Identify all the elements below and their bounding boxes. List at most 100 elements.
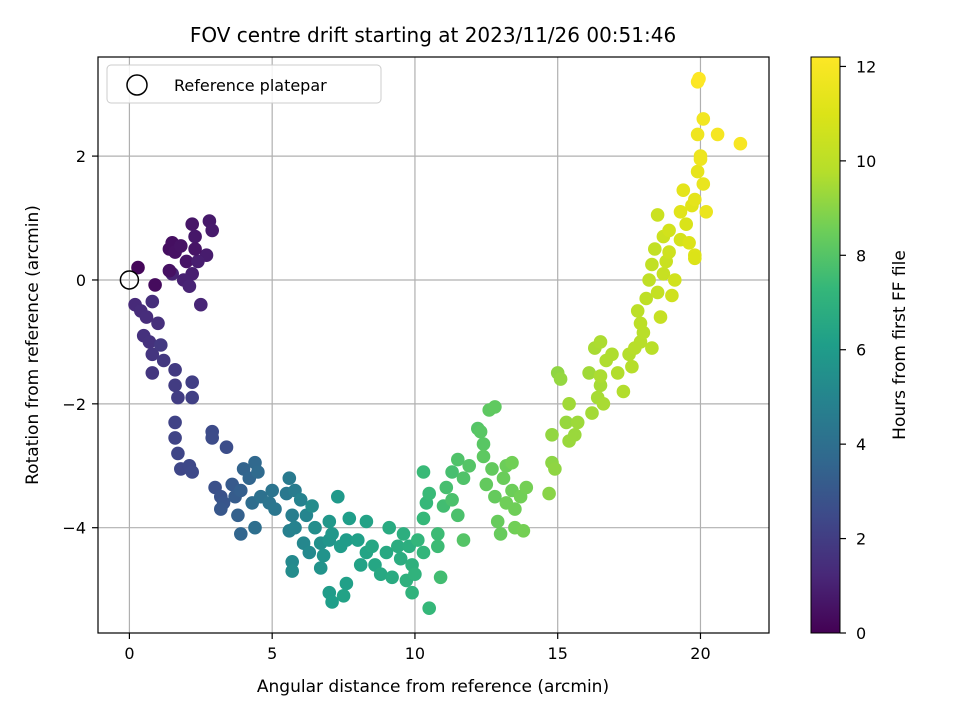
y-tick-label: 2 bbox=[76, 147, 86, 166]
scatter-point bbox=[593, 335, 608, 349]
x-axis-label: Angular distance from reference (arcmin) bbox=[257, 677, 609, 697]
scatter-point bbox=[353, 558, 368, 572]
scatter-point bbox=[570, 415, 585, 430]
scatter-point bbox=[174, 239, 188, 253]
scatter-points bbox=[128, 71, 748, 615]
scatter-point bbox=[696, 177, 711, 191]
scatter-point bbox=[168, 363, 182, 377]
scatter-point bbox=[662, 245, 676, 259]
colorbar-tick-label: 12 bbox=[856, 57, 876, 76]
scatter-point bbox=[688, 192, 702, 207]
scatter-point bbox=[168, 431, 182, 445]
scatter-point bbox=[325, 527, 339, 541]
scatter-point bbox=[188, 242, 202, 256]
x-tick-label: 15 bbox=[548, 644, 568, 663]
scatter-point bbox=[336, 589, 351, 603]
scatter-point bbox=[582, 366, 596, 380]
scatter-point bbox=[205, 431, 219, 445]
scatter-point bbox=[445, 465, 459, 479]
scatter-point bbox=[476, 449, 491, 464]
scatter-point bbox=[479, 477, 494, 492]
scatter-point bbox=[562, 397, 576, 411]
scatter-point bbox=[688, 251, 702, 266]
scatter-point bbox=[488, 489, 502, 504]
chart-title: FOV centre drift starting at 2023/11/26 … bbox=[190, 23, 676, 47]
scatter-point bbox=[690, 164, 705, 179]
scatter-point bbox=[431, 527, 445, 541]
scatter-point bbox=[339, 576, 354, 591]
scatter-point bbox=[322, 514, 337, 529]
scatter-point bbox=[145, 366, 160, 380]
scatter-point bbox=[154, 338, 168, 352]
scatter-point bbox=[642, 273, 656, 287]
scatter-point bbox=[679, 217, 693, 231]
scatter-point bbox=[519, 480, 534, 495]
scatter-point bbox=[496, 471, 511, 486]
scatter-point bbox=[359, 514, 374, 529]
scatter-point bbox=[182, 279, 197, 294]
scatter-point bbox=[616, 384, 631, 399]
scatter-point bbox=[451, 508, 465, 523]
scatter-point bbox=[662, 223, 676, 238]
scatter-point bbox=[593, 378, 608, 393]
scatter-point bbox=[391, 539, 405, 554]
colorbar-tick-label: 0 bbox=[856, 624, 866, 643]
scatter-point bbox=[148, 278, 162, 292]
scatter-point bbox=[131, 260, 145, 275]
scatter-point bbox=[351, 533, 365, 547]
scatter-point bbox=[710, 127, 725, 142]
colorbar-tick-label: 8 bbox=[856, 246, 866, 265]
scatter-point bbox=[234, 527, 248, 541]
y-tick-label: 0 bbox=[76, 271, 86, 290]
scatter-point bbox=[485, 462, 499, 476]
scatter-point bbox=[650, 208, 665, 222]
scatter-point bbox=[325, 595, 339, 609]
scatter-point bbox=[648, 242, 662, 256]
colorbar-ticks: 0 2 4 6 8 10 12 bbox=[840, 57, 876, 643]
scatter-point bbox=[396, 527, 411, 541]
colorbar-gradient bbox=[810, 56, 841, 634]
scatter-point bbox=[553, 372, 568, 386]
scatter-point bbox=[282, 471, 297, 486]
scatter-point bbox=[692, 71, 706, 86]
scatter-point bbox=[596, 397, 611, 411]
scatter-point bbox=[145, 294, 160, 309]
scatter-point bbox=[668, 273, 682, 287]
scatter-point bbox=[285, 508, 300, 523]
legend-label: Reference platepar bbox=[174, 76, 327, 95]
scatter-point bbox=[313, 561, 328, 575]
scatter-point bbox=[285, 555, 300, 569]
scatter-point bbox=[231, 508, 245, 523]
scatter-point bbox=[493, 527, 508, 541]
scatter-point bbox=[445, 493, 459, 507]
colorbar-tick-label: 4 bbox=[856, 435, 866, 454]
scatter-point bbox=[185, 217, 199, 231]
scatter-point bbox=[139, 310, 154, 324]
scatter-point bbox=[305, 499, 319, 513]
scatter-point bbox=[673, 205, 688, 219]
scatter-point bbox=[168, 415, 182, 430]
scatter-point bbox=[545, 428, 559, 442]
scatter-point bbox=[433, 570, 448, 585]
scatter-point bbox=[171, 446, 185, 461]
scatter-point bbox=[188, 229, 202, 244]
scatter-point bbox=[405, 585, 419, 600]
scatter-point bbox=[411, 533, 425, 547]
scatter-point bbox=[451, 452, 465, 467]
scatter-point bbox=[633, 316, 648, 331]
scatter-point bbox=[653, 310, 668, 324]
scatter-point bbox=[156, 353, 171, 368]
x-tick-label: 10 bbox=[405, 644, 425, 663]
scatter-point bbox=[650, 285, 665, 300]
scatter-point bbox=[693, 152, 708, 166]
scatter-point bbox=[285, 564, 300, 578]
scatter-point bbox=[625, 359, 639, 374]
scatter-point bbox=[645, 257, 659, 272]
x-tick-label: 20 bbox=[690, 644, 710, 663]
y-axis-ticks: −4 −2 0 2 bbox=[62, 147, 98, 538]
scatter-point bbox=[645, 341, 659, 355]
x-tick-label: 0 bbox=[124, 644, 134, 663]
scatter-point bbox=[585, 406, 599, 420]
scatter-point bbox=[559, 415, 574, 430]
scatter-point bbox=[682, 236, 696, 250]
